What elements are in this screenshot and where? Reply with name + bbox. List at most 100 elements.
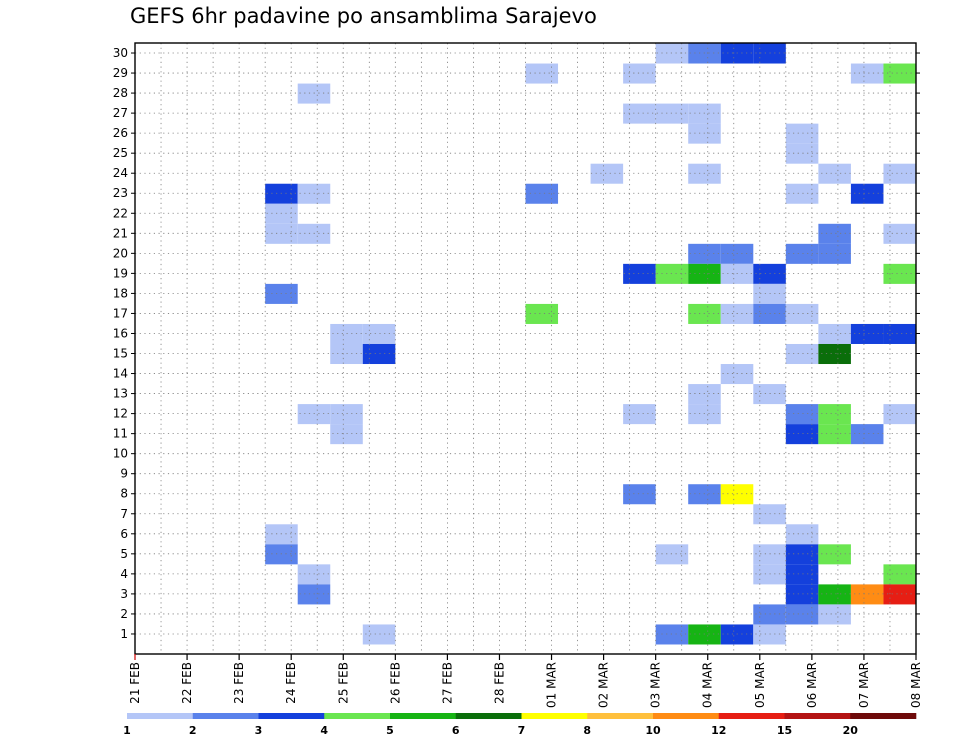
heatmap-cell	[785, 604, 819, 625]
heatmap-cell	[883, 564, 916, 585]
heatmap-cell	[753, 43, 786, 64]
heatmap-cell	[265, 544, 298, 565]
heatmap-cell	[297, 83, 331, 104]
colorbar-segment	[127, 713, 194, 719]
heatmap-cell	[883, 63, 916, 84]
heatmap-cell	[688, 263, 721, 284]
x-tick-label: 24 FEB	[284, 662, 298, 704]
x-tick-label: 03 MAR	[649, 662, 663, 708]
heatmap-cell	[753, 564, 786, 585]
heatmap-cell	[720, 43, 754, 64]
y-tick-label: 1	[120, 627, 128, 641]
colorbar-segment	[390, 713, 457, 719]
heatmap-cell	[753, 544, 786, 565]
heatmap-cell	[818, 404, 851, 425]
x-tick-label: 04 MAR	[701, 662, 715, 708]
heatmap-cell	[785, 143, 819, 164]
heatmap-cell	[265, 283, 298, 304]
colorbar-label: 10	[645, 724, 661, 737]
y-tick-label: 28	[113, 86, 128, 100]
heatmap-cell	[525, 63, 559, 84]
colorbar-segment	[192, 713, 259, 719]
y-tick-label: 6	[120, 527, 128, 541]
x-tick-label: 05 MAR	[753, 662, 767, 708]
y-tick-label: 26	[113, 126, 128, 140]
colorbar-label: 2	[189, 724, 197, 737]
heatmap-cell	[720, 303, 754, 324]
heatmap-cell	[623, 484, 656, 505]
colorbar-label: 3	[255, 724, 263, 737]
heatmap-cell	[623, 63, 656, 84]
heatmap-cell	[883, 163, 916, 184]
colorbar-segment	[784, 713, 851, 719]
heatmap-cell	[753, 283, 786, 304]
y-tick-label: 19	[113, 266, 128, 280]
heatmap-cell	[330, 323, 363, 344]
heatmap-cell	[785, 303, 819, 324]
heatmap-cell	[785, 123, 819, 144]
chart-title: GEFS 6hr padavine po ansamblima Sarajevo	[130, 4, 597, 28]
x-tick-label: 06 MAR	[805, 662, 819, 708]
heatmap-cell	[688, 103, 721, 124]
heatmap-cell	[883, 323, 916, 344]
heatmap-cell	[265, 203, 298, 224]
colorbar-label: 1	[123, 724, 131, 737]
heatmap-cell	[655, 43, 689, 64]
heatmap-cell	[525, 303, 559, 324]
heatmap-cell	[623, 404, 656, 425]
heatmap-cell	[818, 424, 851, 445]
heatmap-cell	[362, 323, 396, 344]
heatmap-cell	[753, 263, 786, 284]
heatmap-cell	[785, 544, 819, 565]
y-tick-label: 10	[113, 447, 128, 461]
heatmap-cell	[818, 544, 851, 565]
heatmap-cell	[720, 364, 754, 385]
heatmap-cell	[753, 624, 786, 645]
heatmap-cell	[362, 624, 396, 645]
heatmap-cell	[688, 624, 721, 645]
colorbar-segment	[324, 713, 391, 719]
colorbar-segment	[850, 713, 917, 719]
y-tick-label: 11	[113, 427, 128, 441]
heatmap-cell	[818, 223, 851, 244]
y-tick-label: 16	[113, 326, 128, 340]
heatmap-cell	[362, 343, 396, 365]
x-tick-label: 01 MAR	[545, 662, 559, 708]
x-tick-label: 23 FEB	[232, 662, 246, 704]
y-tick-label: 13	[113, 387, 128, 401]
heatmap-cell	[688, 404, 721, 425]
colorbar-label: 15	[777, 724, 792, 737]
y-tick-label: 4	[120, 567, 128, 581]
heatmap-cell	[688, 243, 721, 264]
heatmap-cell	[720, 243, 754, 264]
x-tick-label: 02 MAR	[597, 662, 611, 708]
heatmap-cell	[655, 103, 689, 124]
colorbar-label: 4	[320, 724, 328, 737]
heatmap-cell	[265, 524, 298, 545]
heatmap-cell	[785, 524, 819, 545]
y-tick-label: 22	[113, 206, 128, 220]
heatmap-cell	[850, 183, 884, 204]
x-tick-label: 28 FEB	[492, 662, 506, 704]
heatmap-cell	[688, 163, 721, 184]
heatmap-cell	[623, 103, 656, 124]
y-tick-label: 7	[120, 507, 128, 521]
x-tick-label: 21 FEB	[128, 662, 142, 704]
heatmap-cell	[785, 424, 819, 445]
y-tick-label: 18	[113, 286, 128, 300]
heatmap-cell	[883, 223, 916, 244]
heatmap-cell	[818, 163, 851, 184]
heatmap-cell	[850, 424, 884, 445]
heatmap-cell	[297, 183, 331, 204]
colorbar-segment	[587, 713, 654, 719]
heatmap-cell	[297, 223, 331, 244]
heatmap-cell	[720, 624, 754, 645]
y-tick-label: 12	[113, 407, 128, 421]
heatmap-cell	[720, 263, 754, 284]
heatmap-cell	[818, 243, 851, 264]
x-tick-label: 22 FEB	[180, 662, 194, 704]
heatmap-cell	[655, 624, 689, 645]
heatmap-cell	[850, 63, 884, 84]
heatmap-cell	[720, 484, 754, 505]
heatmap-cell	[785, 584, 819, 605]
